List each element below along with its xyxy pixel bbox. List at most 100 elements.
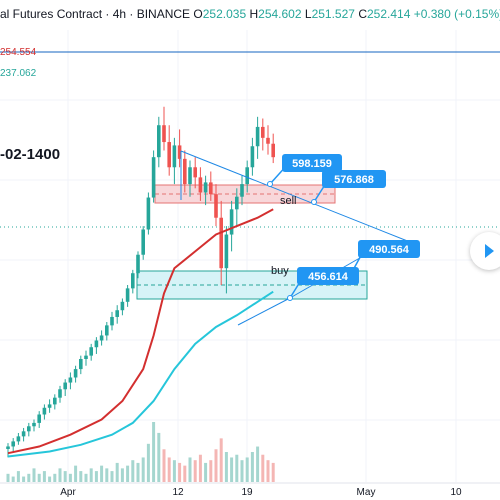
candle-body: [183, 158, 187, 185]
candle-body: [53, 397, 57, 405]
chart-grid: [0, 30, 500, 482]
moving-averages: [7, 208, 274, 458]
candle-body: [219, 217, 223, 269]
volume-bar: [131, 460, 135, 482]
low-label: L: [304, 7, 312, 21]
volume-bar: [230, 457, 234, 482]
candle-body: [99, 335, 104, 341]
candle-body: [245, 167, 249, 185]
candle-body: [240, 184, 244, 197]
volume-bar: [250, 452, 254, 482]
callout-dot: [267, 181, 273, 187]
volume-bar: [58, 468, 62, 482]
candle-body: [89, 347, 93, 356]
candle-body: [125, 288, 130, 302]
open-value: 252.035: [202, 7, 247, 21]
candle-body: [209, 182, 213, 195]
candle-body: [110, 316, 114, 326]
candle-body: [131, 273, 135, 289]
candle-body: [79, 359, 83, 370]
candle-body: [146, 197, 151, 230]
volume-bar: [157, 432, 161, 482]
volume-bar: [152, 422, 156, 482]
candle-body: [115, 310, 119, 317]
candle-body: [172, 145, 177, 168]
candle-body: [120, 301, 125, 311]
volume-bar: [42, 471, 46, 482]
ma-fast-line: [7, 208, 274, 455]
candle-body: [235, 196, 239, 210]
candle-body: [157, 125, 161, 158]
candle-body: [21, 431, 26, 437]
close-label: C: [358, 7, 367, 21]
volume-bar: [193, 460, 197, 482]
volume-bar: [209, 460, 213, 482]
low-value: 251.527: [311, 7, 355, 21]
volume-bar: [183, 465, 187, 482]
x-tick-label: 19: [241, 487, 253, 498]
volume-bar: [27, 473, 31, 482]
volume-bar: [110, 471, 114, 482]
ma-slow-label: 237.062: [0, 68, 37, 79]
callout-box: [358, 240, 420, 258]
ma-slow-line: [7, 290, 274, 458]
symbol-header: al Futures Contract · 4h · BINANCE O252.…: [0, 7, 500, 21]
candle-body: [203, 182, 208, 193]
chart-caption: -02-1400: [0, 146, 61, 163]
volume-bar: [22, 476, 26, 482]
volume-bar: [16, 471, 20, 482]
candle-body: [151, 157, 156, 198]
open-label: O: [193, 7, 203, 21]
volume-bar: [115, 462, 119, 482]
candle-body: [16, 436, 21, 442]
candle-body: [84, 355, 88, 359]
ma-fast-label: 254.554: [0, 47, 37, 58]
volume-bar: [198, 454, 202, 482]
candle-body: [177, 145, 182, 159]
candle-body: [214, 194, 218, 218]
candle-body: [63, 382, 67, 390]
high-label: H: [249, 7, 259, 21]
high-value: 254.602: [258, 7, 302, 21]
candle-body: [58, 389, 62, 398]
volume-bar: [271, 462, 275, 482]
volume-bar: [167, 457, 171, 482]
candle-body: [32, 422, 36, 427]
callout-label: 576.868: [334, 174, 374, 186]
candle-body: [162, 125, 166, 143]
candles: [6, 106, 275, 458]
volume-bar: [224, 452, 228, 482]
volume-bar: [141, 457, 145, 482]
volume-bar: [6, 473, 10, 482]
volume-bar: [74, 465, 78, 482]
scroll-right-button[interactable]: [470, 232, 500, 270]
candle-body: [68, 377, 73, 383]
volume-bar: [136, 462, 140, 482]
callout-box: [297, 267, 359, 285]
volume-bar: [219, 438, 223, 482]
annotation-sell: sell: [280, 195, 297, 207]
trend-lower: [237, 297, 291, 326]
volume-bar: [53, 473, 57, 482]
callout-dot: [311, 199, 317, 205]
callout-label: 598.159: [292, 158, 332, 170]
candle-body: [94, 340, 99, 348]
symbol-title: al Futures Contract · 4h · BINANCE: [0, 7, 191, 21]
candle-body: [255, 126, 260, 147]
candle-body: [6, 446, 10, 449]
candle-body: [11, 441, 15, 447]
volume-bar: [178, 462, 182, 482]
candle-body: [105, 325, 109, 336]
callout-label: 490.564: [369, 244, 410, 256]
candle-body: [250, 146, 255, 168]
volume-bar: [94, 471, 98, 482]
candle-body: [266, 137, 270, 144]
volume-bar: [126, 465, 130, 482]
candle-body: [224, 234, 229, 269]
callout-box: [322, 170, 386, 188]
trend-upper: [180, 150, 411, 243]
close-value: 252.414: [366, 7, 411, 21]
volume-bar: [261, 454, 265, 482]
